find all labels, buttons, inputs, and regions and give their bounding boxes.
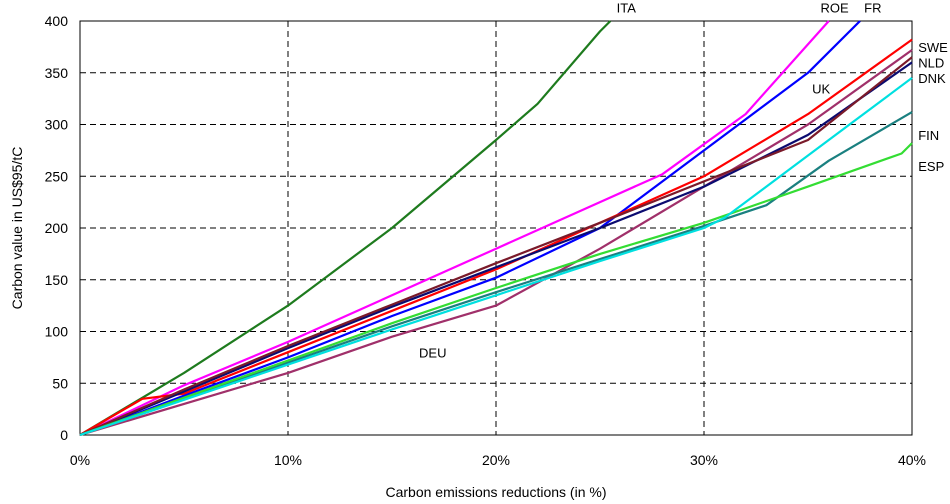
- y-tick-label: 300: [45, 117, 69, 133]
- series-line-ita: [79, 20, 612, 436]
- series-label-fr: FR: [864, 1, 881, 16]
- y-tick-label: 400: [45, 13, 69, 29]
- grid-lines: [80, 21, 912, 435]
- series-line-swe: [79, 38, 913, 436]
- x-axis-title: Carbon emissions reductions (in %): [386, 484, 607, 500]
- y-tick-label: 350: [45, 65, 69, 81]
- series-label-uk: UK: [812, 81, 830, 96]
- tick-labels: 0% 10% 20% 30% 40% 0 50 100 150 200 250 300 350 400: [45, 13, 926, 468]
- y-tick-label: 200: [45, 220, 69, 236]
- x-tick-label: 10%: [274, 452, 302, 468]
- series-line-dnk: [79, 61, 913, 437]
- x-tick-label: 30%: [690, 452, 718, 468]
- x-tick-label: 0%: [70, 452, 90, 468]
- y-tick-label: 0: [60, 427, 68, 443]
- series-line-roe: [79, 20, 830, 436]
- y-tick-label: 150: [45, 272, 69, 288]
- series-label-fin: FIN: [918, 128, 939, 143]
- series-line-esp: [79, 142, 913, 437]
- series-label-roe: ROE: [820, 1, 849, 16]
- x-tick-label: 40%: [898, 452, 926, 468]
- y-tick-label: 250: [45, 168, 69, 184]
- series-line-uk: [79, 56, 913, 437]
- series-label-dnk: DNK: [918, 71, 946, 86]
- series-lines: [79, 20, 913, 437]
- series-label-nld: NLD: [918, 56, 944, 71]
- y-tick-label: 100: [45, 324, 69, 340]
- y-axis-title: Carbon value in US$95/tC: [9, 147, 25, 310]
- series-label-deu: DEU: [419, 345, 446, 360]
- plot-frame: [79, 20, 913, 436]
- x-tick-label: 20%: [482, 452, 510, 468]
- series-label-swe: SWE: [918, 40, 948, 55]
- series-line-deu: [79, 77, 913, 437]
- y-tick-label: 50: [52, 375, 68, 391]
- series-label-ita: ITA: [617, 1, 637, 16]
- series-line-fin: [79, 111, 913, 437]
- series-line-fr: [79, 20, 861, 437]
- series-label-esp: ESP: [918, 159, 944, 174]
- series-line-nld: [79, 49, 913, 437]
